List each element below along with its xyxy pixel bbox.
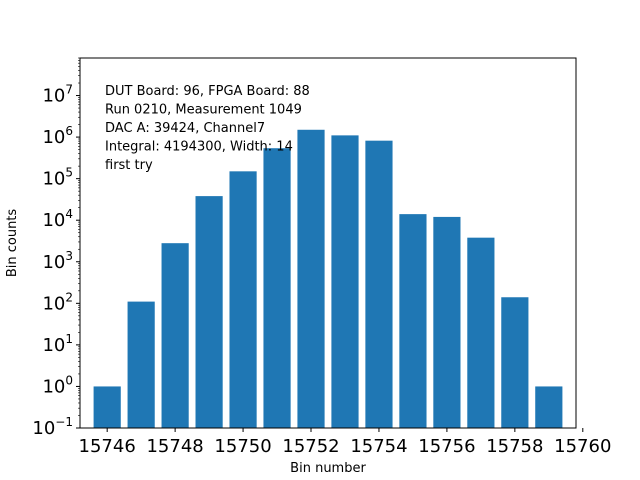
x-tick-label: 15754 (350, 436, 407, 457)
annotation-text: DUT Board: 96, FPGA Board: 88 Run 0210, M… (105, 84, 310, 173)
y-tick-label: 107 (42, 83, 73, 107)
y-tick-label: 105 (42, 166, 73, 190)
bar-15756 (433, 216, 461, 428)
y-tick-label: 102 (42, 290, 73, 314)
annotation-line: Run 0210, Measurement 1049 (105, 103, 302, 118)
y-axis-ticks: 10−1 100 101 102 103 104 105 106 107 (32, 57, 80, 439)
x-axis-ticks: 15746 15748 15750 15752 15754 15756 15758 15760 (79, 428, 611, 457)
annotation-line: DUT Board: 96, FPGA Board: 88 (105, 84, 310, 99)
bar-15746 (93, 386, 121, 428)
x-tick-label: 15758 (486, 436, 543, 457)
bars-group (93, 129, 563, 428)
bar-15747 (127, 301, 155, 428)
bar-15759 (535, 386, 563, 428)
bar-15758 (501, 297, 529, 428)
bar-15755 (399, 214, 427, 428)
annotation-line: DAC A: 39424, Channel7 (105, 121, 265, 136)
bar-15753 (331, 135, 359, 428)
x-tick-label: 15750 (214, 436, 271, 457)
y-axis-label: Bin counts (5, 209, 20, 278)
x-axis-label: Bin number (290, 461, 366, 476)
x-tick-label: 15752 (282, 436, 339, 457)
y-tick-label: 100 (42, 373, 73, 397)
y-tick-label: 103 (42, 249, 73, 273)
bar-15749 (195, 196, 223, 428)
plot-frame (79, 57, 577, 429)
x-tick-label: 15746 (79, 436, 136, 457)
annotation-line: Integral: 4194300, Width: 14 (105, 140, 293, 155)
bar-15754 (365, 140, 393, 428)
x-tick-label: 15760 (554, 436, 611, 457)
bar-15750 (229, 171, 257, 428)
annotation-line: first try (105, 158, 153, 173)
y-tick-label: 106 (42, 124, 73, 148)
y-tick-label: 104 (42, 207, 73, 231)
bar-15757 (467, 237, 495, 428)
bar-15752 (297, 129, 325, 428)
y-tick-label: 101 (42, 332, 73, 356)
x-tick-label: 15748 (146, 436, 203, 457)
x-tick-label: 15756 (418, 436, 475, 457)
bar-15751 (263, 148, 291, 428)
bar-15748 (161, 243, 189, 428)
y-tick-label: 10−1 (32, 415, 73, 439)
